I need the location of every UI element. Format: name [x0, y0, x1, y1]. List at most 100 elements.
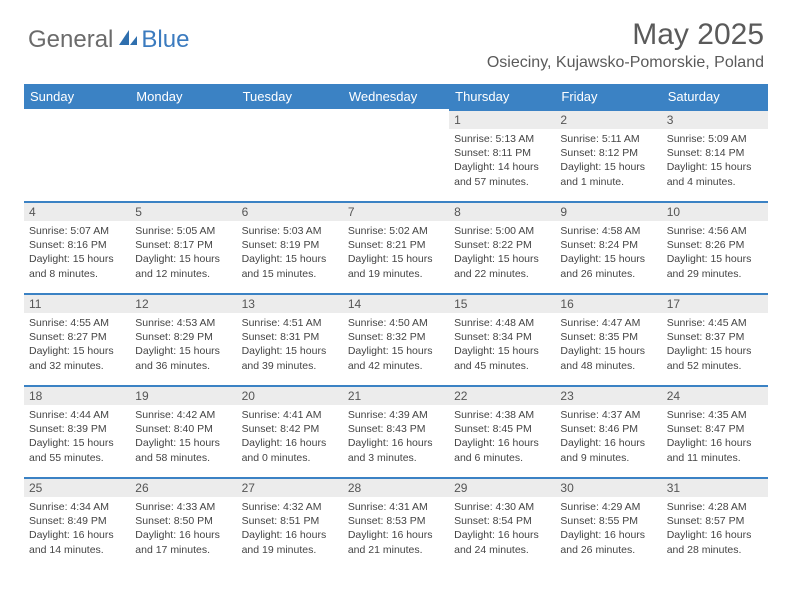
- week-row: 25Sunrise: 4:34 AMSunset: 8:49 PMDayligh…: [24, 477, 768, 569]
- location: Osieciny, Kujawsko-Pomorskie, Poland: [487, 54, 764, 72]
- weekday-fri: Friday: [555, 84, 661, 109]
- sunrise-text: Sunrise: 4:42 AM: [135, 408, 231, 422]
- daylight-text: Daylight: 16 hours and 28 minutes.: [667, 528, 763, 556]
- sunset-text: Sunset: 8:19 PM: [242, 238, 338, 252]
- sunrise-text: Sunrise: 4:39 AM: [348, 408, 444, 422]
- day-cell: 12Sunrise: 4:53 AMSunset: 8:29 PMDayligh…: [130, 293, 236, 385]
- day-body: Sunrise: 5:00 AMSunset: 8:22 PMDaylight:…: [449, 221, 555, 285]
- daylight-text: Daylight: 15 hours and 1 minute.: [560, 160, 656, 188]
- day-number: 5: [130, 201, 236, 221]
- sunrise-text: Sunrise: 4:37 AM: [560, 408, 656, 422]
- day-cell: 22Sunrise: 4:38 AMSunset: 8:45 PMDayligh…: [449, 385, 555, 477]
- day-number: 19: [130, 385, 236, 405]
- daylight-text: Daylight: 15 hours and 26 minutes.: [560, 252, 656, 280]
- day-number: 20: [237, 385, 343, 405]
- sunset-text: Sunset: 8:14 PM: [667, 146, 763, 160]
- day-cell: 9Sunrise: 4:58 AMSunset: 8:24 PMDaylight…: [555, 201, 661, 293]
- day-cell: 2 Sunrise: 5:11 AMSunset: 8:12 PMDaylight…: [555, 109, 661, 201]
- sunrise-text: Sunrise: 4:33 AM: [135, 500, 231, 514]
- day-number: 11: [24, 293, 130, 313]
- sunset-text: Sunset: 8:49 PM: [29, 514, 125, 528]
- daylight-text: Daylight: 15 hours and 42 minutes.: [348, 344, 444, 372]
- weekday-tue: Tuesday: [237, 84, 343, 109]
- day-number: 14: [343, 293, 449, 313]
- sunset-text: Sunset: 8:16 PM: [29, 238, 125, 252]
- daylight-text: Daylight: 15 hours and 32 minutes.: [29, 344, 125, 372]
- sunrise-text: Sunrise: 4:31 AM: [348, 500, 444, 514]
- sunrise-text: Sunrise: 4:56 AM: [667, 224, 763, 238]
- sunset-text: Sunset: 8:45 PM: [454, 422, 550, 436]
- daylight-text: Daylight: 16 hours and 14 minutes.: [29, 528, 125, 556]
- sunset-text: Sunset: 8:34 PM: [454, 330, 550, 344]
- sunrise-text: Sunrise: 4:29 AM: [560, 500, 656, 514]
- sunrise-text: Sunrise: 5:11 AM: [560, 132, 656, 146]
- day-number: 4: [24, 201, 130, 221]
- sunset-text: Sunset: 8:21 PM: [348, 238, 444, 252]
- sunrise-text: Sunrise: 4:30 AM: [454, 500, 550, 514]
- sunrise-text: Sunrise: 4:47 AM: [560, 316, 656, 330]
- day-number: 31: [662, 477, 768, 497]
- sunrise-text: Sunrise: 5:03 AM: [242, 224, 338, 238]
- day-body: Sunrise: 4:38 AMSunset: 8:45 PMDaylight:…: [449, 405, 555, 469]
- day-body: Sunrise: 4:56 AMSunset: 8:26 PMDaylight:…: [662, 221, 768, 285]
- day-number: 2: [555, 109, 661, 129]
- day-cell: 25Sunrise: 4:34 AMSunset: 8:49 PMDayligh…: [24, 477, 130, 569]
- sunset-text: Sunset: 8:26 PM: [667, 238, 763, 252]
- sunset-text: Sunset: 8:27 PM: [29, 330, 125, 344]
- sunset-text: Sunset: 8:53 PM: [348, 514, 444, 528]
- daylight-text: Daylight: 15 hours and 19 minutes.: [348, 252, 444, 280]
- day-cell: 7Sunrise: 5:02 AMSunset: 8:21 PMDaylight…: [343, 201, 449, 293]
- day-number: 25: [24, 477, 130, 497]
- day-cell: 3Sunrise: 5:09 AMSunset: 8:14 PMDaylight…: [662, 109, 768, 201]
- day-number: 13: [237, 293, 343, 313]
- day-body: Sunrise: 5:05 AMSunset: 8:17 PMDaylight:…: [130, 221, 236, 285]
- sunset-text: Sunset: 8:55 PM: [560, 514, 656, 528]
- day-number: 10: [662, 201, 768, 221]
- day-body: Sunrise: 5:07 AMSunset: 8:16 PMDaylight:…: [24, 221, 130, 285]
- daylight-text: Daylight: 16 hours and 11 minutes.: [667, 436, 763, 464]
- header: General Blue May 2025 Osieciny, Kujawsko…: [0, 0, 792, 78]
- sunrise-text: Sunrise: 4:35 AM: [667, 408, 763, 422]
- day-cell: 21Sunrise: 4:39 AMSunset: 8:43 PMDayligh…: [343, 385, 449, 477]
- day-body: Sunrise: 4:44 AMSunset: 8:39 PMDaylight:…: [24, 405, 130, 469]
- sunrise-text: Sunrise: 5:05 AM: [135, 224, 231, 238]
- logo: General Blue: [28, 26, 189, 54]
- sunrise-text: Sunrise: 4:38 AM: [454, 408, 550, 422]
- day-cell: [24, 109, 130, 201]
- week-row: 11Sunrise: 4:55 AMSunset: 8:27 PMDayligh…: [24, 293, 768, 385]
- day-body: Sunrise: 4:48 AMSunset: 8:34 PMDaylight:…: [449, 313, 555, 377]
- day-cell: 29Sunrise: 4:30 AMSunset: 8:54 PMDayligh…: [449, 477, 555, 569]
- sunset-text: Sunset: 8:12 PM: [560, 146, 656, 160]
- day-body: Sunrise: 4:55 AMSunset: 8:27 PMDaylight:…: [24, 313, 130, 377]
- day-cell: 1Sunrise: 5:13 AMSunset: 8:11 PMDaylight…: [449, 109, 555, 201]
- day-number: 26: [130, 477, 236, 497]
- day-body: Sunrise: 4:50 AMSunset: 8:32 PMDaylight:…: [343, 313, 449, 377]
- day-cell: 26Sunrise: 4:33 AMSunset: 8:50 PMDayligh…: [130, 477, 236, 569]
- daylight-text: Daylight: 15 hours and 48 minutes.: [560, 344, 656, 372]
- day-cell: [343, 109, 449, 201]
- day-cell: 8Sunrise: 5:00 AMSunset: 8:22 PMDaylight…: [449, 201, 555, 293]
- weekday-mon: Monday: [130, 84, 236, 109]
- sunset-text: Sunset: 8:57 PM: [667, 514, 763, 528]
- sunrise-text: Sunrise: 5:09 AM: [667, 132, 763, 146]
- logo-text-2: Blue: [141, 26, 189, 54]
- sunset-text: Sunset: 8:47 PM: [667, 422, 763, 436]
- day-number: 21: [343, 385, 449, 405]
- day-cell: [237, 109, 343, 201]
- sunrise-text: Sunrise: 4:53 AM: [135, 316, 231, 330]
- day-cell: 23Sunrise: 4:37 AMSunset: 8:46 PMDayligh…: [555, 385, 661, 477]
- sunset-text: Sunset: 8:24 PM: [560, 238, 656, 252]
- day-cell: 5Sunrise: 5:05 AMSunset: 8:17 PMDaylight…: [130, 201, 236, 293]
- daylight-text: Daylight: 15 hours and 4 minutes.: [667, 160, 763, 188]
- sunset-text: Sunset: 8:35 PM: [560, 330, 656, 344]
- day-number: 28: [343, 477, 449, 497]
- day-cell: 31Sunrise: 4:28 AMSunset: 8:57 PMDayligh…: [662, 477, 768, 569]
- sunrise-text: Sunrise: 4:41 AM: [242, 408, 338, 422]
- daylight-text: Daylight: 15 hours and 52 minutes.: [667, 344, 763, 372]
- day-cell: 20Sunrise: 4:41 AMSunset: 8:42 PMDayligh…: [237, 385, 343, 477]
- day-cell: 28Sunrise: 4:31 AMSunset: 8:53 PMDayligh…: [343, 477, 449, 569]
- day-body: Sunrise: 4:29 AMSunset: 8:55 PMDaylight:…: [555, 497, 661, 561]
- daylight-text: Daylight: 16 hours and 3 minutes.: [348, 436, 444, 464]
- day-body: Sunrise: 5:03 AMSunset: 8:19 PMDaylight:…: [237, 221, 343, 285]
- day-number: 22: [449, 385, 555, 405]
